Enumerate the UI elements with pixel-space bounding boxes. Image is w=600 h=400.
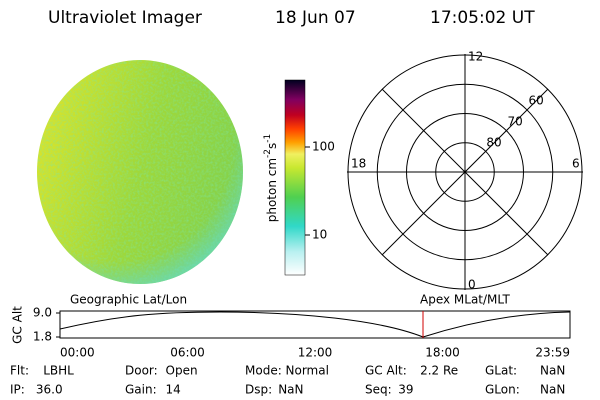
lat-label: 80: [486, 135, 501, 149]
mlt-label: 18: [351, 157, 366, 171]
info-value: Open: [166, 364, 198, 378]
lat-label: 60: [529, 93, 544, 107]
time-tick-label: 23:59: [535, 346, 570, 360]
time-tick-label: 00:00: [60, 346, 95, 360]
info-label: Flt:: [10, 364, 29, 378]
lat-label: 70: [507, 114, 522, 128]
lat-ring: [435, 142, 495, 202]
altitude-curve: [59, 311, 571, 338]
colorbar: [284, 79, 306, 276]
time-tick-label: 18:00: [425, 346, 460, 360]
info-value: NaN: [540, 364, 565, 378]
info-label: Dsp:: [245, 383, 272, 397]
time-tick-label: 12:00: [298, 346, 333, 360]
colorbar-tick-label: 10: [312, 228, 327, 242]
title: Ultraviolet Imager: [48, 8, 202, 28]
mlt-label: 0: [468, 278, 476, 292]
lat-ring: [376, 83, 554, 261]
altitude-tick-label: 9.0: [33, 306, 52, 320]
lat-ring: [406, 113, 524, 231]
polar-outer-ring: [347, 54, 583, 290]
colorbar-tick-label: 100: [312, 140, 335, 154]
mlt-label: 6: [572, 157, 580, 171]
info-value: 36.0: [36, 383, 63, 397]
info-value: LBHL: [43, 364, 74, 378]
info-label: GC Alt:: [365, 364, 407, 378]
info-value: 2.2 Re: [420, 364, 458, 378]
info-label: Gain:: [125, 383, 157, 397]
left-title: Geographic Lat/Lon: [70, 293, 187, 307]
info-label: IP:: [10, 383, 25, 397]
info-label: GLon:: [485, 383, 520, 397]
altitude-ylabel: GC Alt: [11, 306, 25, 344]
info-label: Seq:: [365, 383, 392, 397]
time-tick-label: 06:00: [170, 346, 205, 360]
info-value: 14: [166, 383, 181, 397]
time: 17:05:02 UT: [430, 8, 535, 28]
info-value: NaN: [278, 383, 303, 397]
altitude-tick-label: 1.8: [33, 330, 52, 344]
altitude-frame: [59, 310, 571, 339]
colorbar-label: photon cm-2s-1: [263, 134, 279, 223]
right-title: Apex MLat/MLT: [420, 293, 510, 307]
info-value: 39: [398, 383, 413, 397]
info-label: Mode:: [245, 364, 282, 378]
info-value: Normal: [286, 364, 329, 378]
polar-grid: [347, 54, 583, 290]
mlt-label: 12: [468, 50, 483, 64]
info-label: Door:: [125, 364, 158, 378]
uv-image: [37, 60, 243, 284]
info-value: NaN: [540, 383, 565, 397]
date: 18 Jun 07: [275, 8, 356, 28]
info-label: GLat:: [485, 364, 517, 378]
